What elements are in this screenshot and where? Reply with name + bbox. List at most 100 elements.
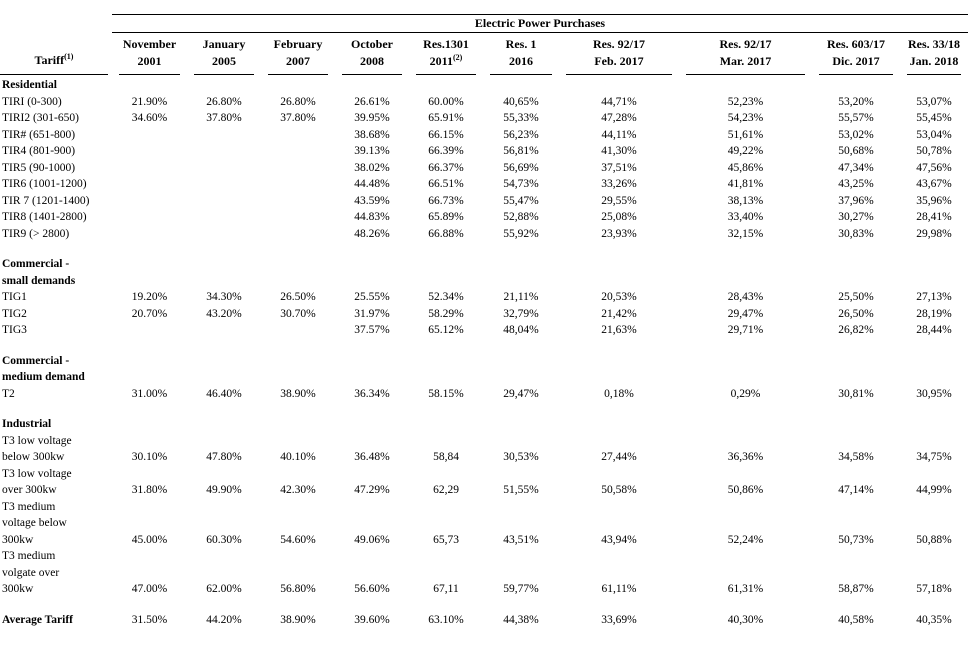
column-header-1: November 2001 [112, 33, 187, 75]
value-cell: 34,75% [916, 451, 952, 463]
value-cell: 34.30% [206, 291, 242, 303]
value-cell: 47,34% [838, 161, 874, 174]
column-header-tariff: Tariff(1) [0, 33, 112, 75]
value-cell: 29,47% [503, 387, 539, 400]
value-cell: 57,18% [916, 583, 952, 595]
value-cell: 53,02% [838, 128, 874, 141]
table-row: TIG1 19.20% 34.30% 26.50% 25.55% 52.34% 21,11%… [0, 289, 968, 306]
value-cell: 27,44% [601, 451, 637, 463]
value-cell: 54.60% [280, 533, 316, 546]
column-header-9: Res. 603/17 Dic. 2017 [812, 33, 900, 75]
value-cell: 47,14% [838, 484, 874, 496]
value-cell: 66.88% [428, 227, 464, 240]
row-label: TIR8 (1401-2800) [2, 211, 87, 223]
value-cell: 51,55% [503, 484, 539, 496]
value-cell: 56,23% [503, 128, 539, 141]
spacer-row [0, 402, 968, 416]
value-cell: 28,19% [916, 307, 952, 320]
value-cell: 44,38% [503, 613, 539, 626]
value-cell: 33,69% [601, 613, 637, 626]
value-cell: 45,86% [727, 161, 764, 174]
value-cell: 53,20% [838, 95, 874, 108]
row-label: TIG2 [2, 307, 27, 320]
section-header-row: Industrial [0, 416, 968, 433]
value-cell: 62.00% [206, 583, 242, 595]
value-cell: 42.30% [280, 484, 316, 496]
value-cell: 20.70% [131, 307, 168, 320]
value-cell: 62,29 [433, 484, 459, 496]
value-cell: 60.00% [428, 95, 464, 108]
value-cell: 19.20% [131, 291, 168, 303]
spacer-row [0, 339, 968, 353]
table-title: Electric Power Purchases [112, 14, 968, 33]
value-cell: 25,08% [601, 211, 637, 223]
column-header-6: Res. 1 2016 [483, 33, 559, 75]
value-cell: 50,88% [916, 533, 952, 546]
value-cell: 50,73% [838, 533, 874, 546]
value-cell: 33,40% [727, 211, 764, 223]
value-cell: 30,95% [916, 387, 952, 400]
table-row: TIR9 (> 2800) 48.26% 66.88% 55,92% 23,93% 32,… [0, 226, 968, 243]
value-cell: 31.80% [131, 484, 168, 496]
value-cell: 21.90% [131, 95, 168, 108]
value-cell: 38.90% [280, 387, 316, 400]
value-cell: 23,93% [601, 227, 637, 240]
value-cell: 30,27% [838, 211, 874, 223]
value-cell [187, 209, 261, 226]
row-label: TIR# (651-800) [2, 128, 76, 141]
value-cell: 44.48% [354, 178, 390, 190]
value-cell: 43.20% [206, 307, 242, 320]
value-cell: 39.13% [354, 145, 390, 157]
value-cell [261, 143, 335, 160]
column-header-2: January 2005 [187, 33, 261, 75]
value-cell: 47.29% [354, 484, 390, 496]
value-cell: 43,25% [838, 178, 874, 190]
table-row: TIR# (651-800) 38.68% 66.15% 56,23% 44,11% 51… [0, 127, 968, 144]
value-cell: 28,41% [916, 211, 952, 223]
value-cell: 55,47% [503, 194, 539, 207]
value-cell: 31.97% [354, 307, 390, 320]
value-cell: 55,33% [503, 112, 539, 124]
empty-cells [112, 416, 968, 433]
value-cell: 65.89% [428, 211, 464, 223]
value-cell: 33,26% [601, 178, 637, 190]
value-cell: 26,82% [838, 324, 874, 336]
value-cell: 21,11% [503, 291, 539, 303]
value-cell [261, 209, 335, 226]
value-cell [187, 193, 261, 210]
value-cell: 31.50% [131, 613, 168, 626]
value-cell: 21,42% [601, 307, 637, 320]
value-cell [112, 160, 187, 177]
value-cell: 37.80% [280, 112, 316, 124]
value-cell: 43,67% [916, 178, 952, 190]
value-cell: 52.34% [428, 291, 464, 303]
value-cell: 28,43% [727, 291, 764, 303]
value-cell: 35,96% [916, 194, 952, 207]
value-cell: 49.90% [206, 484, 242, 496]
value-cell: 36,36% [727, 451, 764, 463]
value-cell: 38,13% [727, 194, 764, 207]
value-cell: 55,57% [838, 112, 874, 124]
value-cell: 66.51% [428, 178, 464, 190]
value-cell: 29,98% [916, 227, 952, 240]
section-title: Industrial [2, 418, 52, 430]
empty-cells [112, 256, 968, 289]
value-cell: 61,31% [727, 583, 764, 595]
value-cell: 50,68% [838, 145, 874, 157]
value-cell: 30.70% [280, 307, 316, 320]
value-cell: 40,35% [916, 613, 952, 626]
value-cell: 29,47% [727, 307, 764, 320]
value-cell: 58.29% [428, 307, 464, 320]
table-row: TIR 7 (1201-1400) 43.59% 66.73% 55,47% 29,55… [0, 193, 968, 210]
value-cell: 41,30% [601, 145, 637, 157]
value-cell [112, 176, 187, 193]
value-cell: 40,65% [503, 95, 539, 108]
value-cell: 38.90% [280, 613, 316, 626]
value-cell [112, 322, 187, 339]
value-cell: 31.00% [131, 387, 168, 400]
value-cell: 58,84 [433, 451, 459, 463]
value-cell: 37,51% [601, 161, 637, 174]
value-cell: 65.91% [428, 112, 464, 124]
table-body: Residential TIRI (0-300) 21.90% 26.80% 26.80… [0, 75, 968, 628]
value-cell: 55,45% [916, 112, 952, 124]
